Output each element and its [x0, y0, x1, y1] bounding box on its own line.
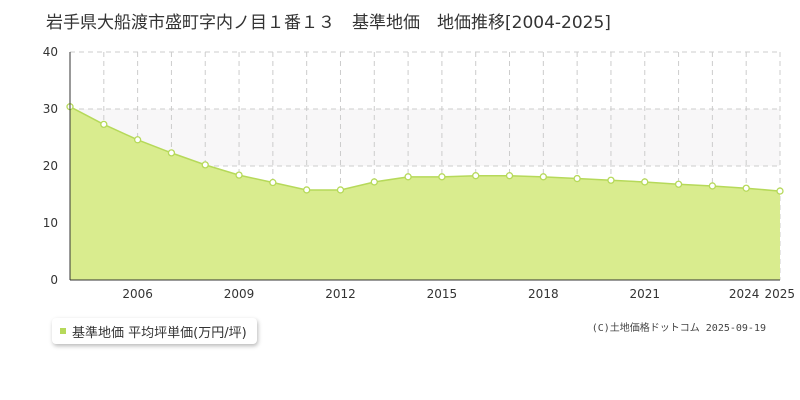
data-point: [269, 178, 277, 187]
y-tick-label: 40: [43, 45, 58, 59]
y-tick-label: 20: [43, 159, 58, 173]
data-point: [505, 172, 514, 180]
legend-label: 基準地価 平均坪単価(万円/坪): [72, 325, 247, 341]
data-point: [235, 171, 243, 179]
x-tick-label: 2012: [325, 287, 356, 301]
y-tick-label: 30: [43, 102, 58, 116]
tick-labels: 0 10 20 30 40 2006 2009 2012 2015 2018 2021 2024 202…: [43, 45, 795, 301]
x-tick-label: 2006: [122, 287, 153, 301]
area-fill: [70, 106, 780, 280]
x-tick-label: 2018: [528, 287, 559, 301]
copyright-credit: (C)土地価格ドットコム 2025-09-19: [591, 323, 766, 334]
x-tick-label: 2009: [224, 287, 255, 301]
x-tick-label: 2025: [764, 287, 795, 301]
series-line: [69, 106, 781, 192]
legend: 基準地価 平均坪単価(万円/坪): [52, 318, 257, 344]
data-point: [336, 186, 345, 194]
y-tick-label: 10: [43, 216, 58, 230]
data-point: [607, 176, 615, 184]
legend-swatch: [60, 328, 66, 334]
x-tick-label: 2021: [629, 287, 660, 301]
data-point: [708, 182, 717, 190]
data-point: [133, 136, 142, 144]
data-point: [641, 178, 649, 186]
data-point: [167, 149, 176, 157]
data-point: [404, 173, 412, 181]
data-point: [674, 180, 683, 188]
plot-band: [70, 109, 780, 166]
x-tick-label: 2024: [729, 287, 760, 301]
x-tick-label: 2015: [427, 287, 458, 301]
data-point: [776, 187, 784, 195]
chart-title: 岩手県大船渡市盛町字内ノ目１番１３ 基準地価 地価推移[2004-2025]: [46, 13, 611, 33]
data-point: [742, 184, 750, 192]
data-point: [201, 161, 209, 169]
data-point: [370, 178, 378, 186]
data-point: [573, 174, 581, 183]
data-point: [472, 172, 480, 180]
plot-band: [70, 52, 780, 109]
y-tick-label: 0: [50, 273, 58, 287]
data-point: [303, 186, 311, 194]
data-point: [539, 173, 547, 181]
data-point: [100, 120, 108, 129]
axes: [69, 52, 780, 281]
series: [66, 103, 784, 280]
data-point: [438, 173, 446, 181]
